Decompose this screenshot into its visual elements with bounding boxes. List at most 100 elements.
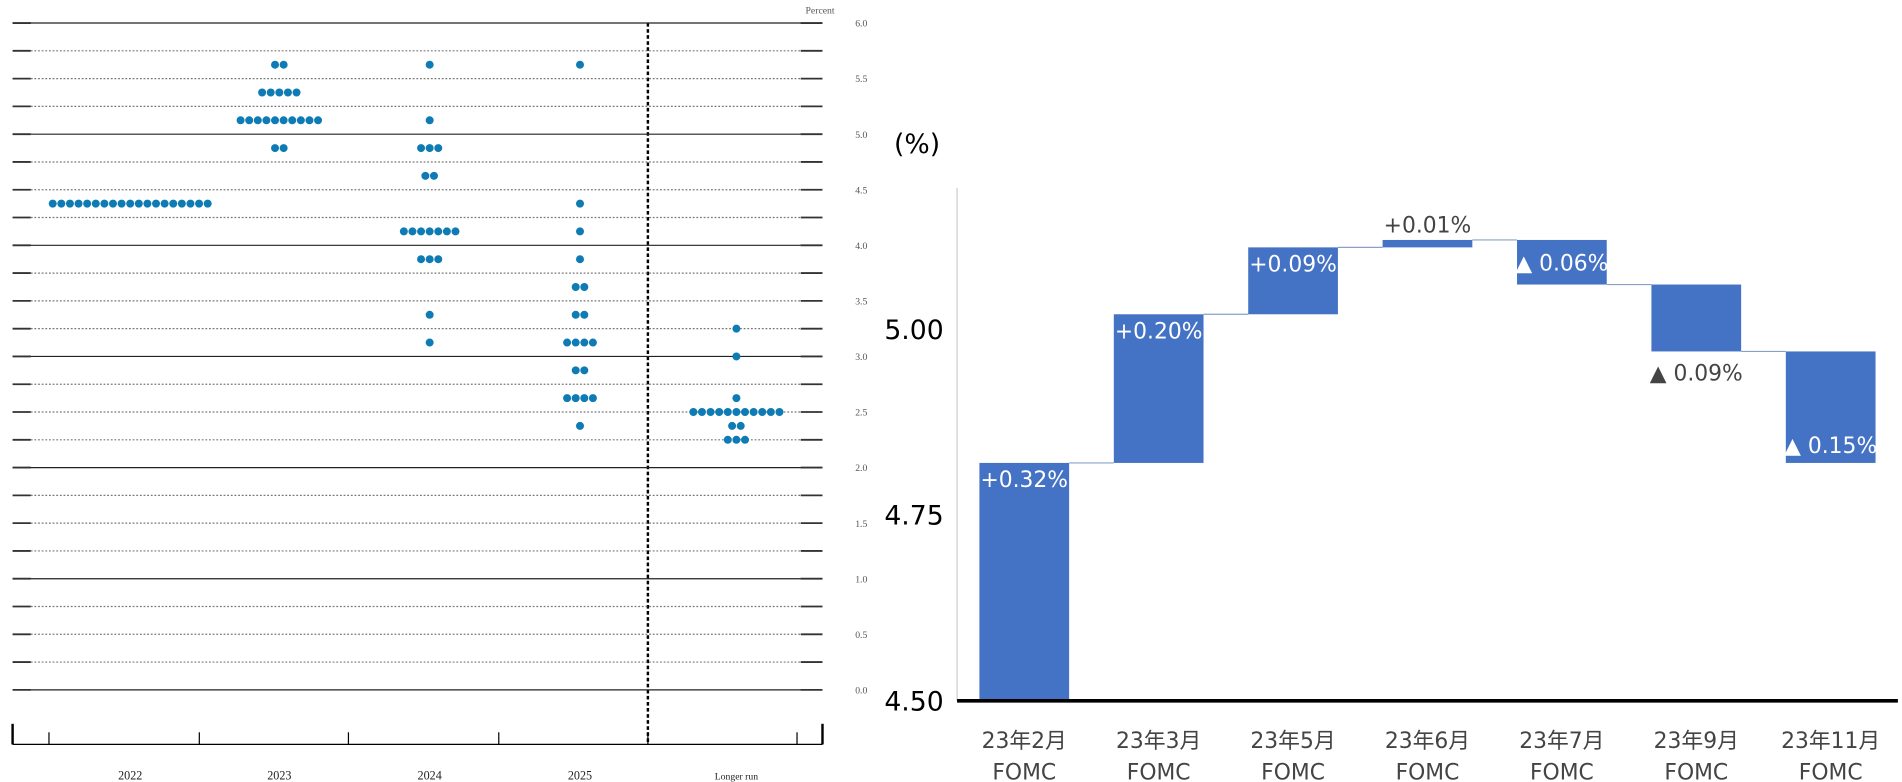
dot: [571, 338, 580, 347]
dot: [271, 116, 280, 125]
dot: [100, 199, 109, 208]
y-tick-label: 4.50: [884, 686, 943, 717]
y-tick-label: 4.0: [855, 241, 867, 252]
x-tick-label: 2022: [118, 769, 142, 782]
dot: [253, 116, 262, 125]
dot: [292, 88, 301, 97]
dot: [421, 171, 430, 180]
y-tick-label: 2.0: [855, 463, 867, 474]
dot: [576, 227, 585, 236]
dot: [571, 310, 580, 319]
dot: [580, 310, 589, 319]
y-tick-label: 1.5: [855, 519, 867, 530]
dot: [126, 199, 135, 208]
dot: [177, 199, 186, 208]
dot: [563, 338, 572, 347]
dot: [258, 88, 267, 97]
x-tick-label: 23年2月: [982, 729, 1067, 754]
dot: [429, 171, 438, 180]
dot: [296, 116, 305, 125]
dot: [417, 144, 426, 153]
dot: [706, 408, 715, 417]
dot: [266, 88, 275, 97]
dot: [580, 282, 589, 291]
x-tick-label: FOMC: [1396, 761, 1460, 782]
dot: [576, 60, 585, 69]
bar: [1382, 239, 1473, 248]
dot: [571, 366, 580, 375]
dot: [576, 421, 585, 430]
value-label: +0.32%: [980, 468, 1068, 493]
dot: [417, 227, 426, 236]
dot: [732, 408, 741, 417]
dot: [723, 408, 732, 417]
dot: [425, 310, 434, 319]
bar: [1517, 239, 1607, 285]
dot: [117, 199, 126, 208]
x-tick-label: Longer run: [715, 772, 758, 782]
x-tick-label: FOMC: [1261, 761, 1325, 782]
dot: [571, 282, 580, 291]
y-tick-label: 1.0: [855, 574, 867, 585]
dot: [741, 408, 750, 417]
dot: [749, 408, 758, 417]
dot: [736, 421, 745, 430]
dot: [451, 227, 460, 236]
bar: [1248, 247, 1338, 315]
dot: [425, 116, 434, 125]
x-tick-label: 2024: [418, 769, 442, 782]
x-tick-label: 23年5月: [1250, 729, 1335, 754]
dot: [425, 60, 434, 69]
y-tick-label: 4.5: [855, 185, 867, 196]
dot: [425, 338, 434, 347]
x-tick-label: FOMC: [1530, 761, 1594, 782]
dot: [65, 199, 74, 208]
dot: [758, 408, 767, 417]
bar: [979, 462, 1070, 701]
y-tick-label: 0.5: [855, 630, 867, 641]
y-label: (%): [894, 129, 940, 160]
dot: [288, 116, 297, 125]
dot: [262, 116, 271, 125]
dot: [417, 255, 426, 264]
dot: [732, 352, 741, 361]
dot: [279, 60, 288, 69]
dot: [314, 116, 323, 125]
dot: [57, 199, 66, 208]
dot: [571, 394, 580, 403]
dot: [134, 199, 143, 208]
value-label: ▲ 0.15%: [1784, 434, 1877, 459]
dot: [588, 394, 597, 403]
dot: [728, 421, 737, 430]
dot: [408, 227, 417, 236]
y-tick-label: 3.5: [855, 297, 867, 308]
dot: [434, 255, 443, 264]
bar: [1651, 284, 1742, 352]
x-tick-label: FOMC: [1127, 761, 1191, 782]
dot: [732, 324, 741, 333]
value-label: ▲ 0.06%: [1515, 252, 1608, 277]
y-tick-label: 3.0: [855, 352, 867, 363]
dot: [48, 199, 57, 208]
dot: [434, 227, 443, 236]
y-tick-label: 2.5: [855, 408, 867, 419]
y-label: Percent: [806, 5, 835, 16]
y-tick-label: 5.0: [855, 130, 867, 141]
dot: [143, 199, 152, 208]
dot: [775, 408, 784, 417]
x-tick-label: 23年6月: [1385, 729, 1470, 754]
dot: [279, 116, 288, 125]
value-label: +0.20%: [1115, 320, 1203, 345]
dot: [576, 255, 585, 264]
dot: [689, 408, 698, 417]
dot: [697, 408, 706, 417]
bar: [1113, 314, 1204, 463]
dot: [588, 338, 597, 347]
dot: [91, 199, 100, 208]
dot: [74, 199, 83, 208]
dot: [434, 144, 443, 153]
y-tick-label: 5.00: [884, 315, 943, 346]
dot: [279, 144, 288, 153]
dot: [203, 199, 212, 208]
x-tick-label: 23年11月: [1781, 729, 1880, 754]
